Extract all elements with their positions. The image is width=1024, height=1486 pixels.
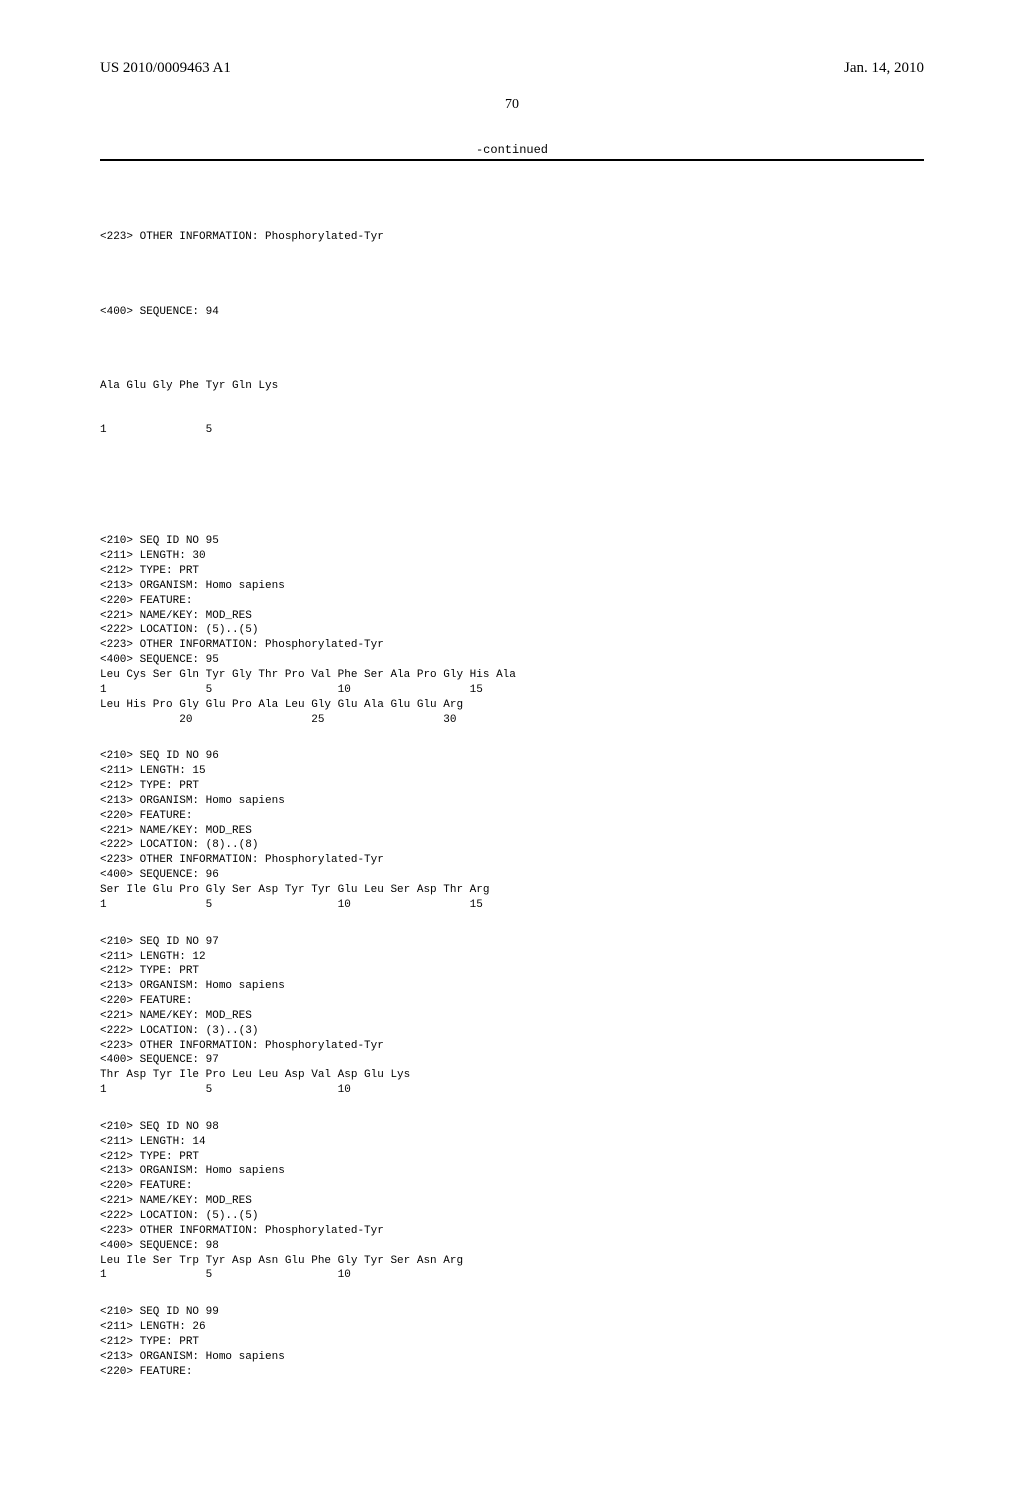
seq-header-line: <212> TYPE: PRT — [100, 964, 924, 979]
residue-line: Leu His Pro Gly Glu Pro Ala Leu Gly Glu … — [100, 698, 924, 713]
residue-line: 20 25 30 — [100, 713, 924, 728]
seq-label: <400> SEQUENCE: 95 — [100, 653, 924, 668]
seq-header-line: <222> LOCATION: (3)..(3) — [100, 1024, 924, 1039]
seq-label: <400> SEQUENCE: 98 — [100, 1239, 924, 1254]
seq-header-line: <223> OTHER INFORMATION: Phosphorylated-… — [100, 1039, 924, 1054]
residue-line: 1 5 10 15 — [100, 683, 924, 698]
publication-number: US 2010/0009463 A1 — [100, 60, 231, 77]
residue-line: 1 5 10 — [100, 1268, 924, 1283]
seq-header-line: <221> NAME/KEY: MOD_RES — [100, 1009, 924, 1024]
seq-header-line: <223> OTHER INFORMATION: Phosphorylated-… — [100, 638, 924, 653]
seq-header-line: <212> TYPE: PRT — [100, 564, 924, 579]
seq-header-line: <221> NAME/KEY: MOD_RES — [100, 1194, 924, 1209]
residue-line: Ser Ile Glu Pro Gly Ser Asp Tyr Tyr Glu … — [100, 883, 924, 898]
seq-header-line: <212> TYPE: PRT — [100, 779, 924, 794]
horizontal-rule — [100, 159, 924, 161]
seq-header-line: <210> SEQ ID NO 97 — [100, 935, 924, 950]
preamble-line: 1 5 — [100, 423, 924, 438]
seq-header-line: <220> FEATURE: — [100, 809, 924, 824]
sequence-block: <210> SEQ ID NO 97<211> LENGTH: 12<212> … — [100, 935, 924, 1098]
seq-header-line: <210> SEQ ID NO 99 — [100, 1305, 924, 1320]
residue-line: 1 5 10 — [100, 1083, 924, 1098]
seq-header-line: <213> ORGANISM: Homo sapiens — [100, 1164, 924, 1179]
sequence-block: <210> SEQ ID NO 98<211> LENGTH: 14<212> … — [100, 1120, 924, 1283]
seq-header-line: <223> OTHER INFORMATION: Phosphorylated-… — [100, 853, 924, 868]
seq-header-line: <211> LENGTH: 14 — [100, 1135, 924, 1150]
seq-header-line: <213> ORGANISM: Homo sapiens — [100, 579, 924, 594]
preamble-block: <223> OTHER INFORMATION: Phosphorylated-… — [100, 201, 924, 468]
residue-line: Thr Asp Tyr Ile Pro Leu Leu Asp Val Asp … — [100, 1068, 924, 1083]
seq-header-line: <210> SEQ ID NO 98 — [100, 1120, 924, 1135]
seq-header-line: <211> LENGTH: 15 — [100, 764, 924, 779]
seq-header-line: <223> OTHER INFORMATION: Phosphorylated-… — [100, 1224, 924, 1239]
seq-header-line: <210> SEQ ID NO 95 — [100, 534, 924, 549]
preamble-line: <400> SEQUENCE: 94 — [100, 305, 924, 320]
seq-header-line: <222> LOCATION: (5)..(5) — [100, 1209, 924, 1224]
page-container: US 2010/0009463 A1 Jan. 14, 2010 70 -con… — [0, 0, 1024, 1486]
residue-line: 1 5 10 15 — [100, 898, 924, 913]
seq-label: <400> SEQUENCE: 97 — [100, 1053, 924, 1068]
preamble-line: Ala Glu Gly Phe Tyr Gln Lys — [100, 379, 924, 394]
seq-header-line: <221> NAME/KEY: MOD_RES — [100, 609, 924, 624]
page-number: 70 — [100, 97, 924, 113]
seq-header-line: <213> ORGANISM: Homo sapiens — [100, 979, 924, 994]
seq-header-line: <211> LENGTH: 26 — [100, 1320, 924, 1335]
seq-header-line: <213> ORGANISM: Homo sapiens — [100, 1350, 924, 1365]
residue-line: Leu Cys Ser Gln Tyr Gly Thr Pro Val Phe … — [100, 668, 924, 683]
sequence-block: <210> SEQ ID NO 96<211> LENGTH: 15<212> … — [100, 749, 924, 912]
seq-header-line: <222> LOCATION: (8)..(8) — [100, 838, 924, 853]
page-header: US 2010/0009463 A1 Jan. 14, 2010 — [100, 60, 924, 77]
sequence-block: <210> SEQ ID NO 99<211> LENGTH: 26<212> … — [100, 1305, 924, 1379]
seq-header-line: <220> FEATURE: — [100, 994, 924, 1009]
sequence-listing: <223> OTHER INFORMATION: Phosphorylated-… — [100, 171, 924, 1446]
seq-header-line: <213> ORGANISM: Homo sapiens — [100, 794, 924, 809]
continued-label: -continued — [100, 143, 924, 157]
seq-header-line: <220> FEATURE: — [100, 1365, 924, 1380]
preamble-line: <223> OTHER INFORMATION: Phosphorylated-… — [100, 230, 924, 245]
seq-header-line: <211> LENGTH: 12 — [100, 950, 924, 965]
residue-line: Leu Ile Ser Trp Tyr Asp Asn Glu Phe Gly … — [100, 1254, 924, 1269]
sequence-block: <210> SEQ ID NO 95<211> LENGTH: 30<212> … — [100, 534, 924, 727]
seq-header-line: <212> TYPE: PRT — [100, 1150, 924, 1165]
seq-label: <400> SEQUENCE: 96 — [100, 868, 924, 883]
seq-header-line: <220> FEATURE: — [100, 1179, 924, 1194]
seq-header-line: <211> LENGTH: 30 — [100, 549, 924, 564]
seq-header-line: <210> SEQ ID NO 96 — [100, 749, 924, 764]
seq-header-line: <221> NAME/KEY: MOD_RES — [100, 824, 924, 839]
seq-header-line: <212> TYPE: PRT — [100, 1335, 924, 1350]
seq-header-line: <220> FEATURE: — [100, 594, 924, 609]
publication-date: Jan. 14, 2010 — [844, 60, 924, 77]
seq-header-line: <222> LOCATION: (5)..(5) — [100, 623, 924, 638]
